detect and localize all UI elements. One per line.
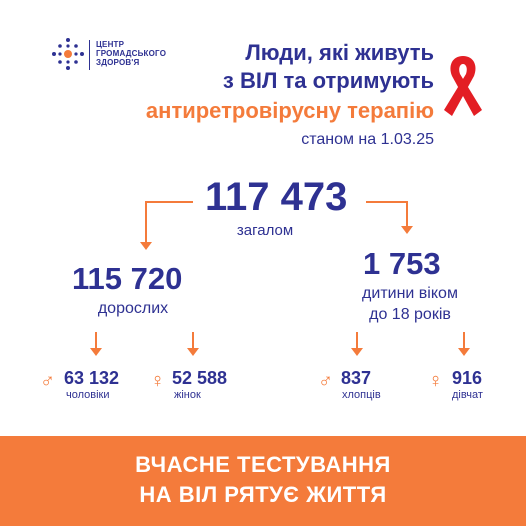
logo-line-3: ЗДОРОВ'Я bbox=[96, 58, 140, 67]
total-label: загалом bbox=[236, 222, 294, 239]
men-value: 63 132 bbox=[64, 368, 120, 388]
children-value: 1 753 bbox=[363, 246, 441, 281]
adults-label: дорослих bbox=[97, 300, 169, 317]
total-value: 117 473 bbox=[205, 175, 348, 219]
header-line-1: Люди, які живуть bbox=[245, 40, 434, 65]
header-line-2: з ВІЛ та отримують bbox=[222, 68, 434, 93]
header-date: станом на 1.03.25 bbox=[301, 131, 434, 148]
boys-label: хлопців bbox=[342, 389, 381, 401]
men-label: чоловіки bbox=[66, 389, 110, 401]
male-symbol-icon: ♂ bbox=[318, 370, 333, 392]
red-ribbon-icon bbox=[444, 56, 482, 116]
girls-label: дівчат bbox=[452, 389, 483, 401]
women-value: 52 588 bbox=[172, 368, 228, 388]
logo-divider bbox=[89, 40, 90, 70]
male-symbol-icon: ♂ bbox=[40, 370, 55, 392]
children-label-line-2: до 18 років bbox=[369, 306, 451, 323]
logo-line-2: ГРОМАДСЬКОГО bbox=[96, 49, 167, 58]
children-label-line-1: дитини віком bbox=[362, 285, 458, 302]
bottom-banner bbox=[0, 436, 526, 526]
banner-line-1: ВЧАСНЕ ТЕСТУВАННЯ bbox=[135, 452, 391, 477]
logo-icon bbox=[52, 38, 84, 70]
female-symbol-icon: ♀ bbox=[428, 370, 443, 392]
banner-line-2: НА ВІЛ РЯТУЄ ЖИТТЯ bbox=[139, 482, 387, 507]
logo-text: ЦЕНТР ГРОМАДСЬКОГО ЗДОРОВ'Я bbox=[96, 40, 166, 67]
boys-value: 837 bbox=[341, 368, 372, 388]
women-label: жінок bbox=[174, 389, 201, 401]
adults-value: 115 720 bbox=[72, 261, 183, 296]
logo-line-1: ЦЕНТР bbox=[96, 40, 125, 49]
girls-value: 916 bbox=[452, 368, 483, 388]
header-line-3: антиретровірусну терапію bbox=[145, 98, 434, 123]
female-symbol-icon: ♀ bbox=[150, 370, 165, 392]
